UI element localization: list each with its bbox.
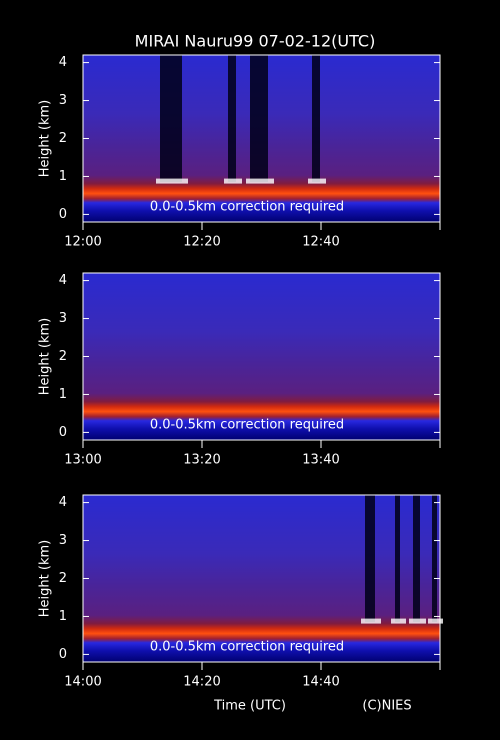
x-tick-label: 14:40 xyxy=(302,675,339,690)
y-axis-label: Height (km) xyxy=(38,318,53,395)
credit: (C)NIES xyxy=(362,699,411,714)
x-tick-label: 14:20 xyxy=(183,675,220,690)
y-tick-label: 0 xyxy=(59,207,67,222)
data-gap xyxy=(228,55,236,182)
y-tick-label: 1 xyxy=(59,169,67,184)
y-tick-label: 0 xyxy=(59,425,67,440)
cloud-echo xyxy=(428,618,443,624)
x-tick-label: 13:20 xyxy=(183,453,220,468)
cloud-echo xyxy=(391,618,406,624)
y-tick-label: 2 xyxy=(59,349,67,364)
cloud-echo xyxy=(308,178,326,184)
y-tick-label: 3 xyxy=(59,311,67,326)
chart-title: MIRAI Nauru99 07-02-12(UTC) xyxy=(135,32,376,51)
y-tick-label: 1 xyxy=(59,387,67,402)
y-tick-label: 2 xyxy=(59,131,67,146)
y-tick-label: 0 xyxy=(59,647,67,662)
x-tick-label: 14:00 xyxy=(64,675,101,690)
data-gap xyxy=(160,55,182,182)
data-gap xyxy=(432,495,437,622)
x-tick-label: 12:20 xyxy=(183,235,220,250)
data-gap xyxy=(365,495,375,622)
cloud-echo xyxy=(224,178,242,184)
data-gap xyxy=(250,55,268,182)
cloud-echo xyxy=(246,178,274,184)
x-tick-label: 13:40 xyxy=(302,453,339,468)
annotation: 0.0-0.5km correction required xyxy=(150,639,344,654)
cloud-echo xyxy=(361,618,381,624)
y-tick-label: 3 xyxy=(59,533,67,548)
cloud-echo xyxy=(156,178,188,184)
annotation: 0.0-0.5km correction required xyxy=(150,199,344,214)
y-tick-label: 2 xyxy=(59,571,67,586)
y-tick-label: 4 xyxy=(59,55,67,70)
data-gap xyxy=(395,495,400,622)
y-tick-label: 4 xyxy=(59,273,67,288)
y-axis-label: Height (km) xyxy=(38,540,53,617)
x-tick-label: 12:00 xyxy=(64,235,101,250)
y-tick-label: 1 xyxy=(59,609,67,624)
y-tick-label: 3 xyxy=(59,93,67,108)
x-tick-label: 13:00 xyxy=(64,453,101,468)
data-gap xyxy=(413,495,420,622)
backscatter-image xyxy=(83,273,440,440)
data-gap xyxy=(312,55,320,182)
x-axis-label: Time (UTC) xyxy=(213,699,286,714)
cloud-echo xyxy=(409,618,426,624)
y-tick-label: 4 xyxy=(59,495,67,510)
backscatter-image xyxy=(83,495,440,662)
y-axis-label: Height (km) xyxy=(38,100,53,177)
x-tick-label: 12:40 xyxy=(302,235,339,250)
annotation: 0.0-0.5km correction required xyxy=(150,417,344,432)
